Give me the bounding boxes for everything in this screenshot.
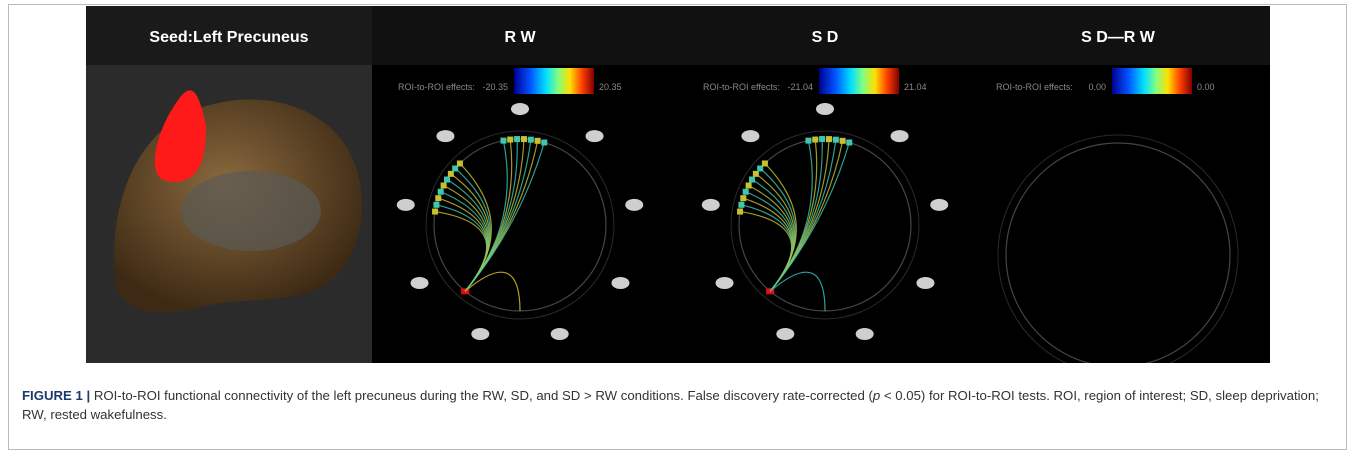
colorbar	[1112, 68, 1192, 94]
roi-node	[500, 138, 506, 144]
roi-node	[749, 177, 755, 183]
brain-icon	[611, 277, 629, 289]
roi-node	[846, 140, 852, 146]
roi-node	[826, 136, 832, 142]
colorbar-max: 0.00	[1197, 82, 1215, 92]
roi-node	[535, 138, 541, 144]
brain-icon	[716, 277, 734, 289]
brain-icon	[436, 130, 454, 142]
brain-icon	[816, 103, 834, 115]
colorbar-label: ROI-to-ROI effects:	[996, 82, 1073, 92]
colorbar-max: 20.35	[599, 82, 622, 92]
brain-icon	[741, 130, 759, 142]
brain-icon	[551, 328, 569, 340]
roi-node	[833, 137, 839, 143]
colorbar-label: ROI-to-ROI effects:	[398, 82, 475, 92]
brain-icon	[856, 328, 874, 340]
roi-node	[840, 138, 846, 144]
colorbar-label: ROI-to-ROI effects:	[703, 82, 780, 92]
caption-text: ROI-to-ROI functional connectivity of th…	[90, 388, 873, 403]
caption-label: FIGURE 1 |	[22, 388, 90, 403]
brain-icon	[702, 199, 720, 211]
roi-node	[432, 209, 438, 215]
colorbar-max: 21.04	[904, 82, 927, 92]
roi-node	[819, 136, 825, 142]
colorbar-min: -21.04	[787, 82, 813, 92]
roi-node	[737, 209, 743, 215]
brain-icon	[471, 328, 489, 340]
panel-title: S D—R W	[1081, 29, 1156, 46]
colorbar	[819, 68, 899, 94]
brain-icon	[625, 199, 643, 211]
colorbar-min: -20.35	[482, 82, 508, 92]
panel-title: R W	[504, 29, 536, 46]
colorbar	[514, 68, 594, 94]
roi-node	[746, 183, 752, 189]
brain-icon	[397, 199, 415, 211]
roi-node	[457, 160, 463, 166]
roi-node	[812, 137, 818, 143]
roi-node	[444, 177, 450, 183]
roi-node	[743, 189, 749, 195]
brain-icon	[776, 328, 794, 340]
roi-node	[805, 138, 811, 144]
brain-icon	[891, 130, 909, 142]
colorbar-min: 0.00	[1088, 82, 1106, 92]
brain-icon	[586, 130, 604, 142]
roi-node	[541, 140, 547, 146]
roi-node	[738, 202, 744, 208]
roi-node	[433, 202, 439, 208]
caption: FIGURE 1 | ROI-to-ROI functional connect…	[22, 386, 1322, 424]
page: Seed:Left Precuneus R W ROI-to-ROI effect…	[0, 0, 1357, 457]
brain-icon	[511, 103, 529, 115]
roi-node	[514, 136, 520, 142]
roi-node	[448, 171, 454, 177]
roi-node	[521, 136, 527, 142]
roi-node	[753, 171, 759, 177]
roi-node	[528, 137, 534, 143]
brain-icon	[411, 277, 429, 289]
roi-node	[441, 183, 447, 189]
roi-node	[740, 195, 746, 201]
seed-title: Seed:Left Precuneus	[149, 29, 308, 46]
roi-node	[762, 160, 768, 166]
panel-title: S D	[812, 29, 839, 46]
brain-icon	[916, 277, 934, 289]
brain-icon	[930, 199, 948, 211]
figure-image: Seed:Left Precuneus R W ROI-to-ROI effect…	[86, 6, 1270, 363]
roi-node	[507, 137, 513, 143]
roi-node	[438, 189, 444, 195]
roi-node	[435, 195, 441, 201]
